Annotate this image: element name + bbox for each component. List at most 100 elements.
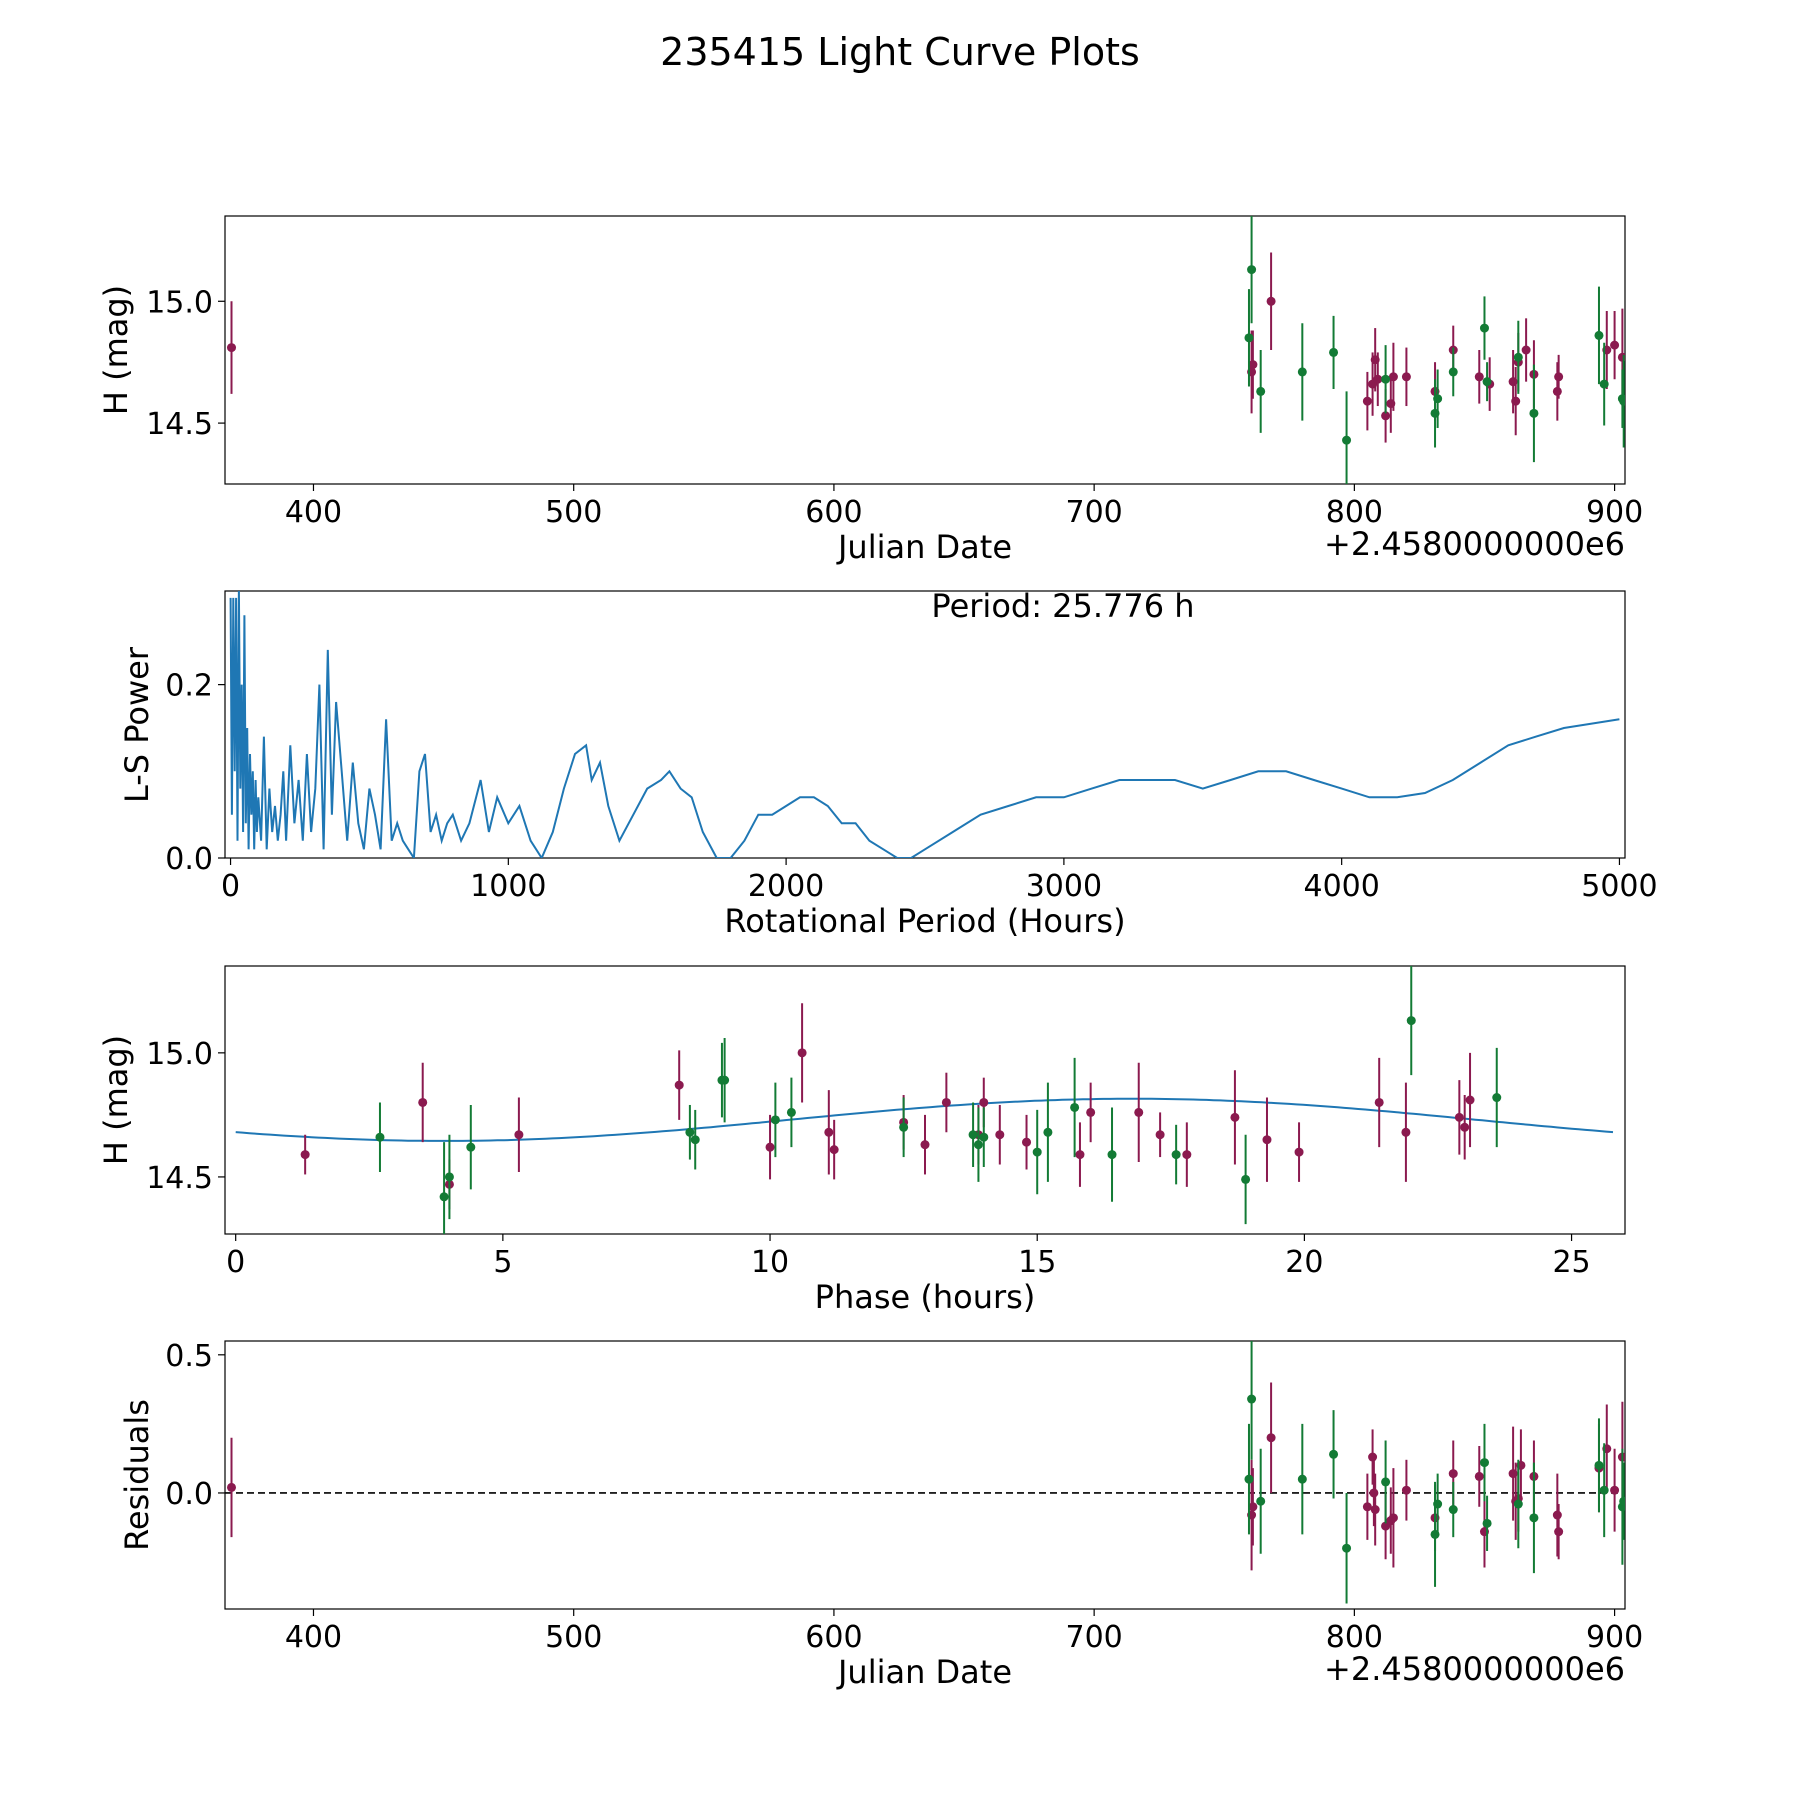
residuals-point-green bbox=[1433, 1499, 1443, 1509]
residuals-point-green bbox=[1244, 1474, 1254, 1484]
residuals-point-green bbox=[1342, 1543, 1352, 1553]
phased-curve-point-magenta bbox=[1182, 1150, 1192, 1160]
residuals-point-magenta bbox=[1554, 1527, 1564, 1537]
phased-curve-point-magenta bbox=[514, 1130, 524, 1140]
light-curve-point-magenta bbox=[1266, 296, 1276, 306]
residuals-ytick-label: 0.5 bbox=[165, 1339, 213, 1374]
phased-curve-point-magenta bbox=[1230, 1112, 1240, 1122]
light-curve-point-magenta bbox=[227, 343, 237, 353]
phased-curve-point-magenta bbox=[941, 1097, 951, 1107]
residuals-yticks: 0.0 0.5 bbox=[165, 1339, 225, 1512]
residuals-xtick-label: 600 bbox=[805, 1620, 862, 1655]
phased-curve-plot-area bbox=[235, 966, 1614, 1234]
phased-curve-point-magenta bbox=[1465, 1095, 1475, 1105]
light-curve-point-magenta bbox=[1373, 374, 1383, 384]
light-curve-marks bbox=[227, 216, 1625, 484]
phased-curve-point-green bbox=[770, 1115, 780, 1125]
residuals-point-green bbox=[1513, 1499, 1523, 1509]
panel-light-curve: 400 500 600 700 800 900 14.515.0 Julian Date … bbox=[97, 215, 1643, 566]
phased-curve-xtick-label: 5 bbox=[493, 1245, 512, 1280]
light-curve-point-magenta bbox=[1401, 372, 1411, 382]
residuals-point-green bbox=[1247, 1394, 1257, 1404]
periodogram-plot-area bbox=[229, 591, 1620, 858]
residuals-point-green bbox=[1599, 1485, 1609, 1495]
light-curve-point-green bbox=[1244, 333, 1254, 343]
residuals-point-magenta bbox=[1266, 1433, 1276, 1443]
residuals-xtick-label: 700 bbox=[1066, 1620, 1123, 1655]
residuals-point-magenta bbox=[1474, 1471, 1484, 1481]
light-curve-point-green bbox=[1479, 323, 1489, 333]
residuals-point-green bbox=[1448, 1505, 1458, 1515]
phased-curve-xtick-label: 25 bbox=[1552, 1245, 1590, 1280]
phased-curve-point-green bbox=[720, 1075, 730, 1085]
periodogram-marks bbox=[229, 591, 1620, 858]
periodogram-xtick-label: 0 bbox=[221, 869, 240, 904]
light-curve-point-green bbox=[1433, 394, 1443, 404]
residuals-frame bbox=[224, 1340, 1626, 1610]
light-curve-point-green bbox=[1247, 265, 1257, 275]
residuals-point-magenta bbox=[1369, 1488, 1379, 1498]
phased-curve-marks bbox=[235, 966, 1614, 1234]
light-curve-point-green bbox=[1448, 367, 1458, 377]
residuals-point-magenta bbox=[1368, 1452, 1378, 1462]
phased-curve-point-green bbox=[979, 1132, 989, 1142]
phased-curve-point-magenta bbox=[418, 1097, 428, 1107]
phased-curve-point-green bbox=[1241, 1174, 1251, 1184]
residuals-point-magenta bbox=[227, 1482, 237, 1492]
residuals-point-magenta bbox=[1552, 1510, 1562, 1520]
light-curve-offset-text: +2.4580000000e6 bbox=[1324, 525, 1625, 563]
residuals-point-green bbox=[1479, 1458, 1489, 1468]
period-annotation: Period: 25.776 h bbox=[931, 587, 1194, 625]
light-curve-frame bbox=[224, 215, 1626, 485]
light-curve-xtick-label: 700 bbox=[1066, 495, 1123, 530]
light-curve-point-green bbox=[1297, 367, 1307, 377]
phased-curve-point-green bbox=[973, 1140, 983, 1150]
phased-curve-point-magenta bbox=[1374, 1097, 1384, 1107]
phased-curve-point-magenta bbox=[920, 1140, 930, 1150]
light-curve-xtick-label: 400 bbox=[285, 495, 342, 530]
light-curve-ytick-label: 14.5 bbox=[146, 407, 213, 442]
periodogram-ytick-label: 0.2 bbox=[165, 669, 213, 704]
residuals-point-green bbox=[1529, 1513, 1539, 1523]
phased-curve-point-green bbox=[786, 1107, 796, 1117]
light-curve-point-magenta bbox=[1388, 372, 1398, 382]
light-curve-point-green bbox=[1329, 347, 1339, 357]
phased-curve-point-magenta bbox=[829, 1145, 839, 1155]
residuals-ylabel: Residuals bbox=[118, 1399, 156, 1551]
phased-curve-point-magenta bbox=[1134, 1107, 1144, 1117]
light-curve-point-green bbox=[1381, 374, 1391, 384]
light-curve-point-green bbox=[1513, 352, 1523, 362]
residuals-point-magenta bbox=[1610, 1485, 1620, 1495]
residuals-xtick-label: 500 bbox=[545, 1620, 602, 1655]
light-curve-point-magenta bbox=[1610, 340, 1620, 350]
light-curve-xtick-label: 900 bbox=[1586, 495, 1643, 530]
phased-curve-point-magenta bbox=[797, 1048, 807, 1058]
light-curve-point-green bbox=[1529, 408, 1539, 418]
phased-curve-point-magenta bbox=[1401, 1127, 1411, 1137]
phased-curve-point-magenta bbox=[674, 1080, 684, 1090]
periodogram-ytick-label: 0.0 bbox=[165, 842, 213, 877]
phased-curve-point-green bbox=[466, 1142, 476, 1152]
residuals-point-magenta bbox=[1448, 1469, 1458, 1479]
phased-curve-point-green bbox=[1043, 1127, 1053, 1137]
residuals-point-magenta bbox=[1401, 1485, 1411, 1495]
phased-curve-point-green bbox=[1032, 1147, 1042, 1157]
figure-title: 235415 Light Curve Plots bbox=[660, 30, 1140, 74]
phased-curve-point-magenta bbox=[824, 1127, 834, 1137]
phased-curve-point-green bbox=[1406, 1016, 1416, 1026]
phased-curve-point-green bbox=[439, 1192, 449, 1202]
phased-curve-point-magenta bbox=[995, 1130, 1005, 1140]
phased-curve-point-green bbox=[685, 1127, 695, 1137]
phased-curve-point-magenta bbox=[1262, 1135, 1272, 1145]
periodogram-xtick-label: 5000 bbox=[1581, 869, 1657, 904]
residuals-point-green bbox=[1329, 1449, 1339, 1459]
light-curve-point-green bbox=[1256, 386, 1266, 396]
phased-curve-point-green bbox=[444, 1172, 454, 1182]
periodogram-xtick-label: 2000 bbox=[748, 869, 824, 904]
phased-curve-point-green bbox=[899, 1122, 909, 1132]
light-curve-xtick-label: 600 bbox=[805, 495, 862, 530]
residuals-xtick-label: 400 bbox=[285, 1620, 342, 1655]
light-curve-point-magenta bbox=[1474, 372, 1484, 382]
periodogram-line bbox=[229, 591, 1620, 858]
phased-curve-xlabel: Phase (hours) bbox=[815, 1278, 1036, 1316]
